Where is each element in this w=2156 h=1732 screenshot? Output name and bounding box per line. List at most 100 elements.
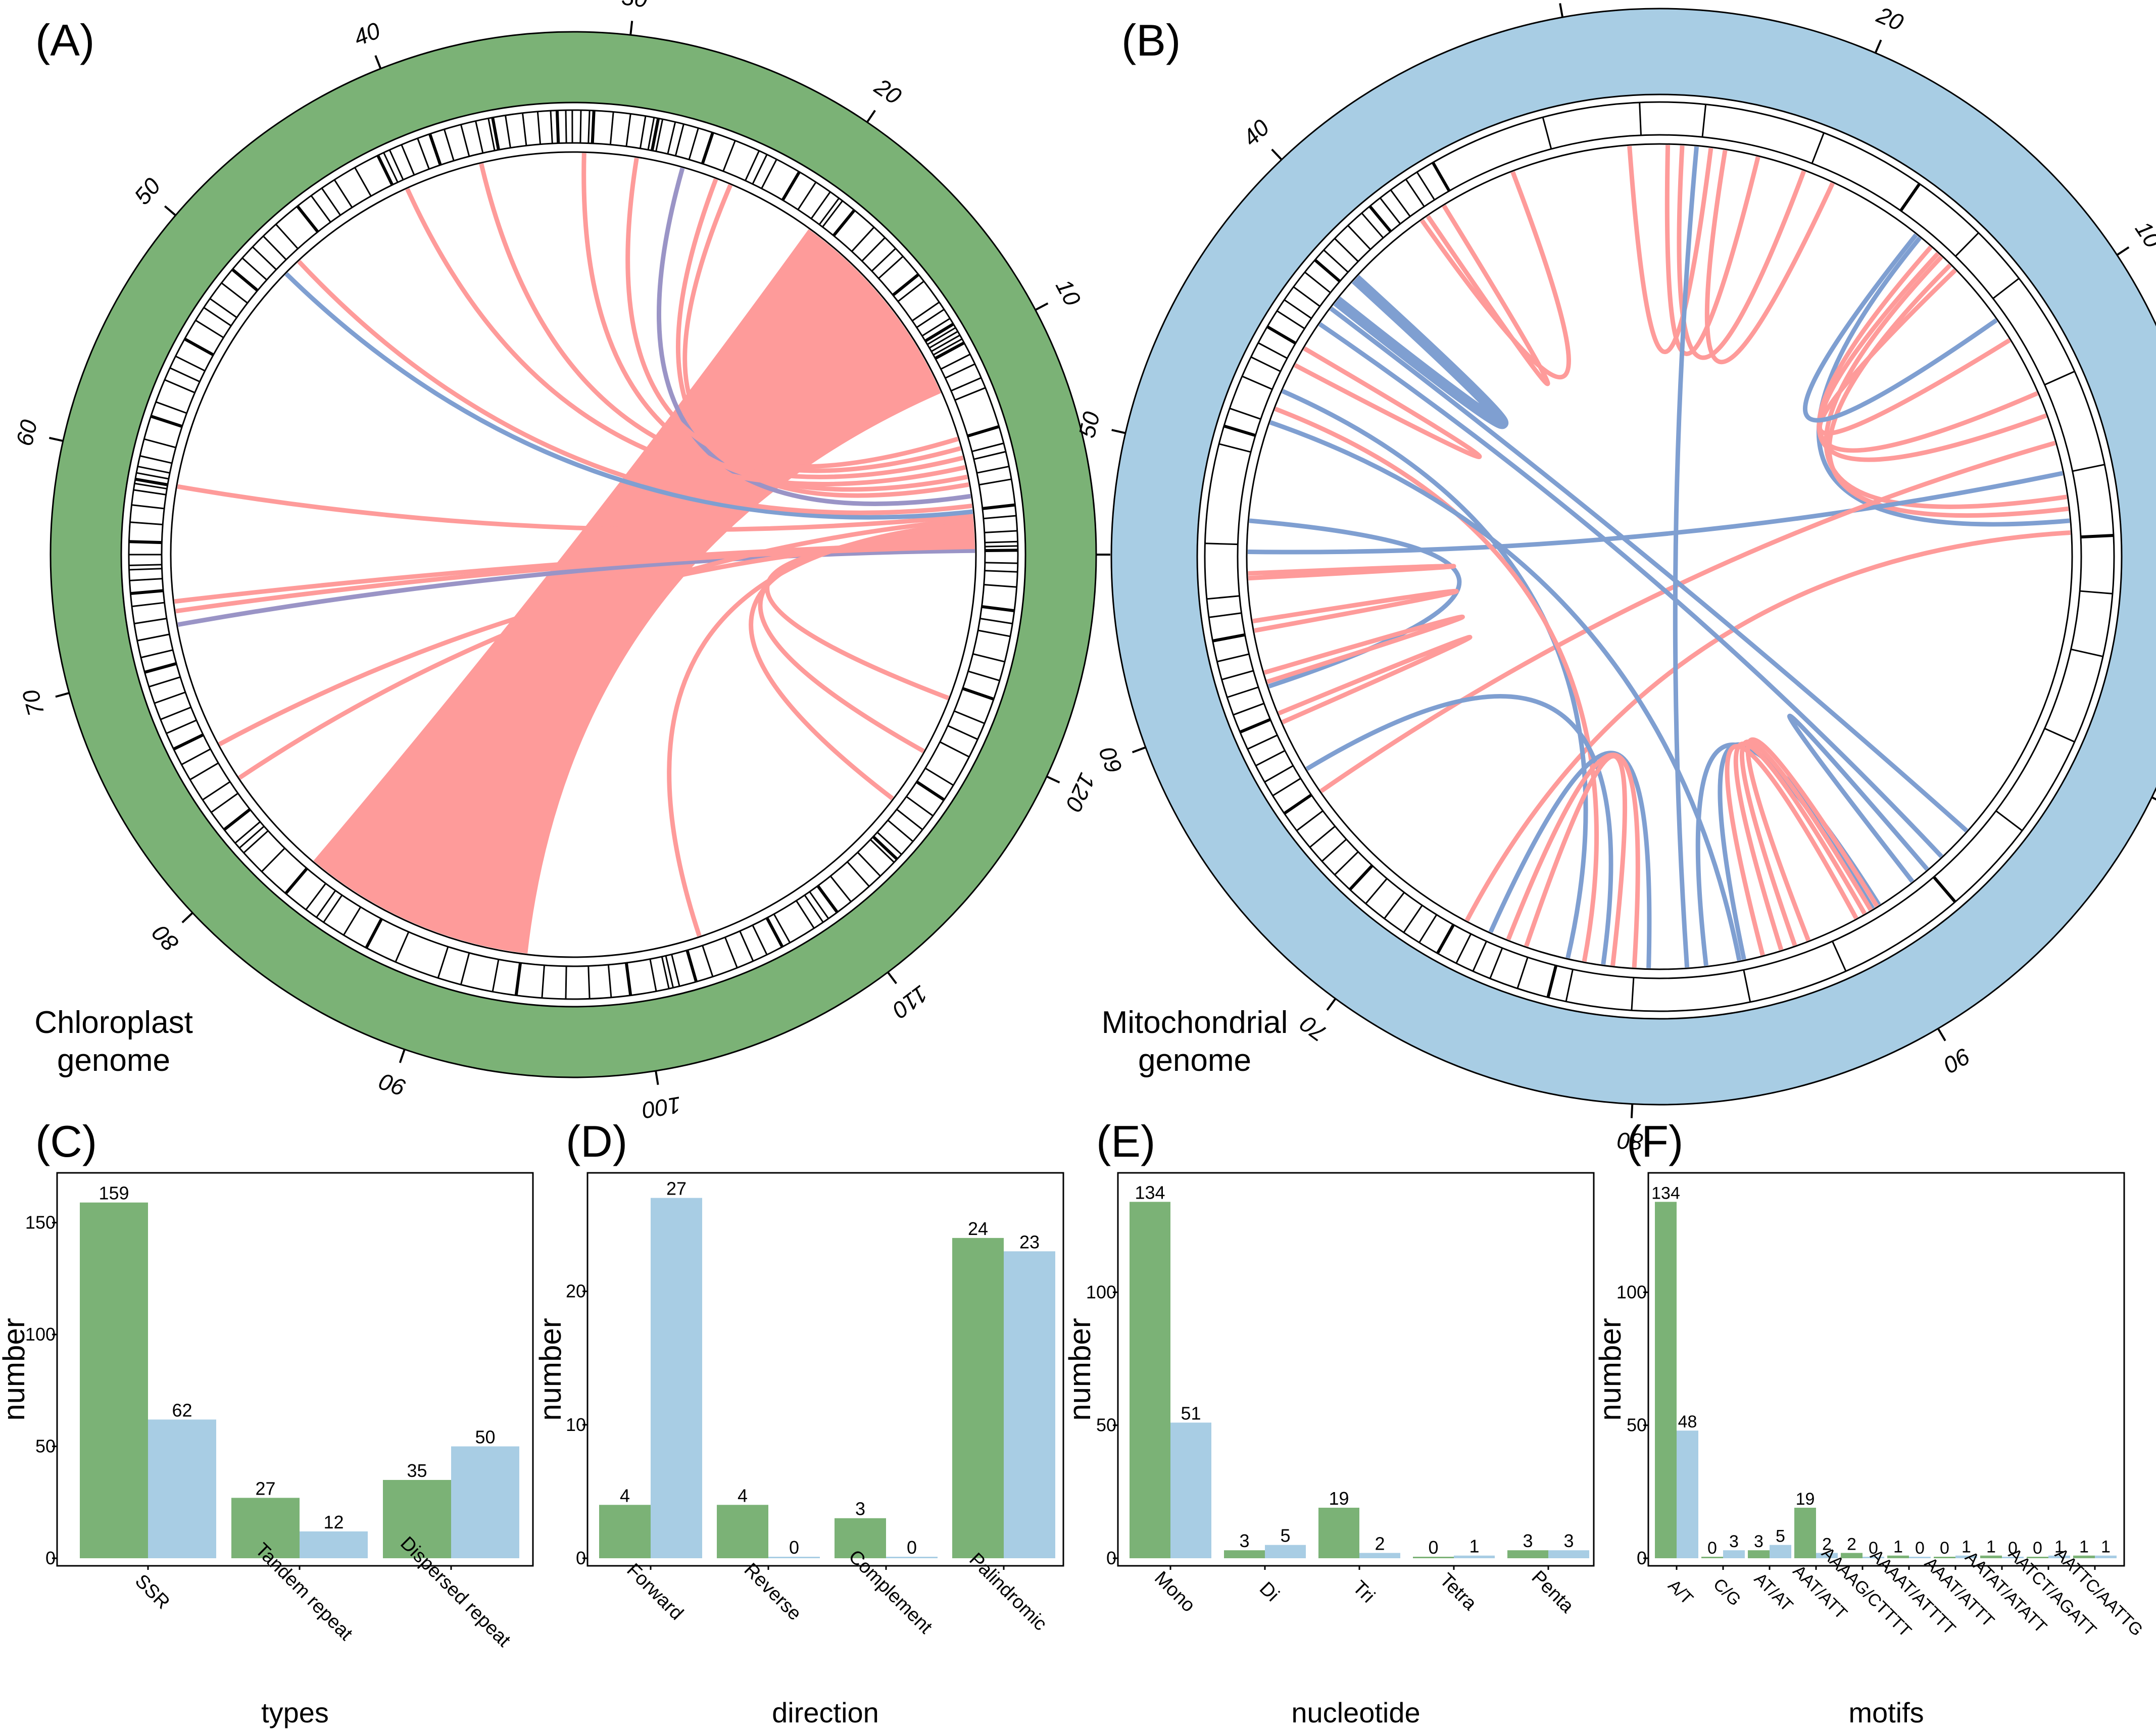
feature-mark — [940, 741, 970, 758]
bar — [1701, 1557, 1723, 1558]
bar — [1507, 1550, 1548, 1558]
repeat-link — [581, 153, 968, 492]
feature-mark — [979, 618, 1013, 625]
feature-mark — [1272, 777, 1301, 797]
repeat-link — [238, 517, 974, 780]
feature-mark — [781, 171, 801, 201]
feature-mark — [221, 282, 248, 304]
feature-mark — [927, 327, 956, 345]
feature-mark — [985, 570, 1018, 573]
bar — [835, 1518, 886, 1558]
feature-mark — [2072, 464, 2105, 472]
feature-mark — [2044, 727, 2075, 743]
scale-tick — [887, 971, 897, 984]
feature-mark — [231, 268, 259, 292]
bar — [1955, 1555, 1977, 1558]
bar-value-label: 1 — [1962, 1538, 1971, 1557]
feature-mark — [203, 307, 232, 327]
bar-value-label: 0 — [1428, 1537, 1438, 1558]
scale-tick — [1271, 149, 1283, 161]
y-axis: 0 10 20 — [566, 1281, 587, 1568]
feature-mark — [773, 913, 791, 944]
feature-mark — [1323, 249, 1349, 273]
feature-mark — [985, 545, 1018, 548]
scale-tick — [48, 436, 64, 442]
bar-value-label: 4 — [738, 1485, 748, 1506]
feature-mark — [797, 181, 817, 210]
genome-caption-line2: genome — [57, 1043, 170, 1078]
repeat-link — [479, 163, 964, 479]
feature-mark — [211, 793, 238, 813]
plot-frame — [586, 1172, 1064, 1567]
bar-value-label: 2 — [1375, 1533, 1385, 1554]
bar — [1794, 1507, 1816, 1558]
feature-mark — [1309, 825, 1336, 848]
scale-tick — [374, 55, 382, 69]
feature-mark — [1992, 277, 2020, 300]
feature-mark — [967, 425, 1000, 438]
feature-mark — [1205, 542, 1238, 546]
feature-mark — [555, 110, 560, 143]
feature-mark — [878, 256, 904, 279]
feature-mark — [1314, 259, 1341, 283]
feature-mark — [1361, 212, 1384, 238]
bar-value-label: 24 — [968, 1218, 988, 1239]
bar — [1816, 1553, 1838, 1558]
feature-mark — [144, 662, 177, 674]
y-tick-label: 0 — [45, 1548, 56, 1568]
feature-mark — [133, 489, 166, 496]
feature-mark — [333, 179, 353, 208]
feature-mark — [1368, 205, 1392, 233]
y-tick-label: 50 — [1627, 1415, 1647, 1436]
bar — [1980, 1555, 2002, 1558]
ring-inner-border — [1196, 93, 2123, 1020]
bar-value-label: 4 — [620, 1485, 630, 1506]
panel-label-c: (C) — [35, 1116, 97, 1166]
bar-value-label: 1 — [1893, 1538, 1903, 1557]
feature-mark — [916, 309, 945, 328]
bar — [952, 1238, 1004, 1558]
track-inner-border — [1237, 134, 2082, 979]
feature-mark — [982, 605, 1015, 613]
feature-mark — [1546, 965, 1558, 998]
repeat-link — [1274, 407, 1599, 962]
bar-value-label: 12 — [323, 1512, 344, 1532]
repeat-link — [284, 272, 973, 520]
feature-mark — [323, 895, 343, 923]
feature-mark — [816, 885, 839, 913]
bar — [1318, 1507, 1359, 1558]
repeat-link — [682, 184, 959, 469]
feature-mark — [181, 748, 211, 765]
feature-mark — [876, 831, 902, 855]
feature-mark — [872, 835, 898, 861]
feature-mark — [261, 848, 285, 872]
feature-mark — [701, 132, 714, 165]
bar-value-label: 3 — [1754, 1532, 1763, 1551]
feature-mark — [1212, 633, 1246, 642]
feature-mark — [1321, 838, 1347, 862]
repeat-link — [177, 548, 975, 627]
scale-tick — [1132, 746, 1146, 754]
bar-value-label: 19 — [1796, 1490, 1815, 1509]
feature-mark — [1436, 924, 1455, 954]
feature-mark — [284, 867, 308, 895]
feature-mark — [916, 780, 945, 802]
feature-mark — [1293, 286, 1320, 307]
ring-layer — [1110, 8, 2156, 1106]
bar-value-label: 62 — [172, 1400, 192, 1420]
scale-tick — [1874, 39, 1882, 54]
feature-mark — [847, 861, 870, 887]
feature-mark — [1995, 810, 2023, 831]
repeat-link — [1816, 236, 2070, 527]
feature-mark — [175, 355, 206, 372]
feature-mark — [647, 117, 655, 150]
feature-mark — [1334, 238, 1359, 262]
feature-mark — [931, 334, 961, 352]
feature-mark — [401, 144, 415, 175]
bar — [1004, 1251, 1055, 1558]
scale-tick — [1046, 775, 1060, 784]
repeat-link — [656, 167, 971, 506]
bar-value-label: 134 — [1651, 1183, 1680, 1203]
feature-mark — [667, 122, 676, 155]
feature-mark — [1955, 232, 1979, 257]
